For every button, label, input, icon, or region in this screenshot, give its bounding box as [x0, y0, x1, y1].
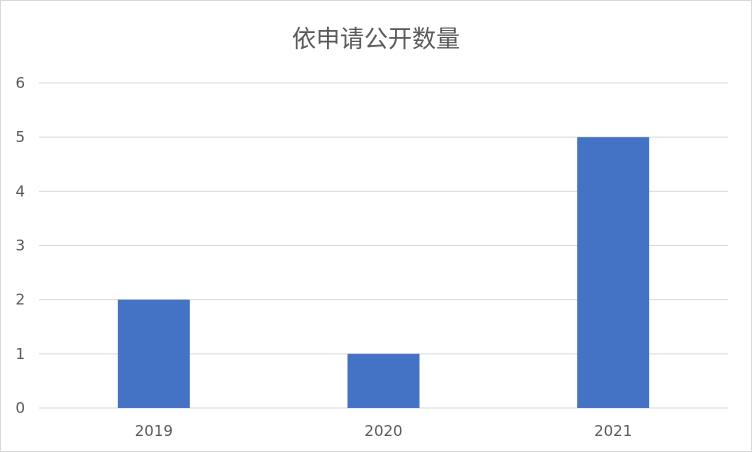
x-tick-label: 2021	[594, 422, 632, 440]
bar	[577, 137, 650, 408]
y-tick-label: 6	[15, 74, 25, 92]
y-tick-label: 2	[15, 291, 25, 309]
y-tick-label: 0	[15, 399, 25, 417]
chart-title: 依申请公开数量	[292, 25, 460, 53]
x-tick-label: 2019	[135, 422, 173, 440]
y-tick-label: 5	[15, 128, 25, 146]
y-tick-label: 1	[15, 345, 25, 363]
y-tick-label: 4	[15, 182, 25, 200]
x-tick-label: 2020	[364, 422, 402, 440]
bar	[347, 353, 420, 408]
y-tick-label: 3	[15, 237, 25, 255]
bar	[117, 299, 190, 408]
